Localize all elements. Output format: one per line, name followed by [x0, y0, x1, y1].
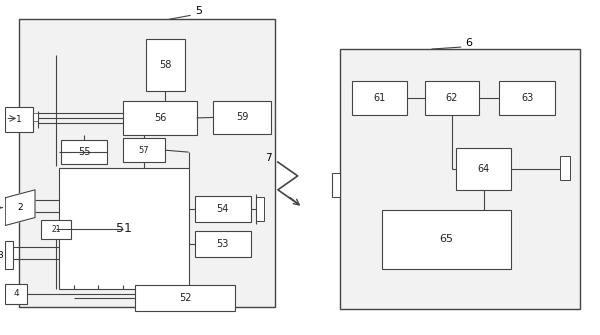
Bar [61, 140, 107, 164]
Text: 7: 7 [265, 153, 271, 163]
Bar [123, 100, 197, 135]
Bar [425, 81, 479, 116]
Bar [456, 148, 511, 190]
Text: 3: 3 [0, 251, 3, 260]
Text: 64: 64 [478, 164, 490, 174]
Text: 59: 59 [236, 113, 248, 123]
Polygon shape [5, 190, 35, 225]
Bar [5, 284, 27, 304]
Bar [340, 49, 580, 309]
Bar [135, 285, 235, 311]
Bar [146, 39, 185, 91]
Bar [59, 168, 188, 289]
Bar [123, 138, 165, 162]
Text: 5: 5 [195, 6, 202, 16]
Text: 62: 62 [446, 93, 458, 103]
Text: 65: 65 [439, 234, 454, 244]
Text: 2: 2 [17, 203, 23, 212]
Text: 63: 63 [521, 93, 533, 103]
Bar [560, 156, 570, 180]
Text: 1: 1 [16, 115, 22, 124]
Bar [214, 100, 271, 134]
Bar [499, 81, 556, 116]
Text: 57: 57 [139, 146, 149, 155]
Text: 56: 56 [154, 113, 166, 123]
Text: 51: 51 [116, 222, 131, 235]
Bar [41, 219, 71, 240]
Text: 54: 54 [217, 204, 229, 214]
Bar [5, 107, 33, 132]
Text: 61: 61 [373, 93, 386, 103]
Bar [382, 210, 511, 269]
Text: 53: 53 [217, 239, 229, 249]
Text: 4: 4 [13, 289, 19, 298]
Bar [19, 19, 275, 307]
Bar [5, 241, 13, 269]
Bar [352, 81, 407, 116]
Bar [256, 197, 264, 220]
Bar [33, 114, 38, 121]
Text: 6: 6 [466, 38, 473, 48]
Text: 52: 52 [179, 293, 191, 303]
Text: 55: 55 [78, 147, 91, 157]
Text: 21: 21 [51, 225, 61, 234]
Bar [194, 196, 251, 221]
Bar [332, 173, 340, 197]
Bar [194, 231, 251, 257]
Text: 58: 58 [159, 60, 172, 70]
